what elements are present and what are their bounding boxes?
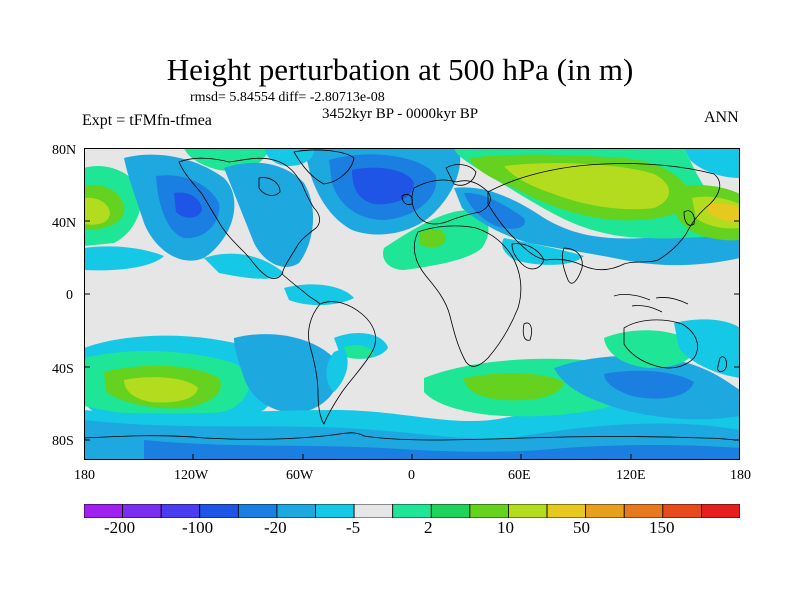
lon-tick-180w: 180: [74, 468, 95, 483]
colorbar-swatch-1: [122, 504, 162, 518]
colorbar-label-neg200: -200: [104, 518, 136, 537]
coast-greenland: [293, 149, 355, 185]
contour-sind-med: [604, 370, 694, 399]
contour-europe-lime: [419, 228, 446, 248]
contour-arctic-east-cyan: [684, 148, 740, 178]
plot-title: Height perturbation at 500 hPa (in m): [166, 52, 634, 87]
colorbar-swatch-4: [237, 504, 278, 518]
contour-nwpac-orange: [708, 203, 740, 222]
colorbar-swatch-13: [585, 504, 625, 518]
period-label: 3452kyr BP - 0000kyr BP: [322, 106, 479, 122]
colorbar-swatch-0: [84, 504, 123, 518]
colorbar-swatch-5: [276, 504, 316, 518]
contour-sa-cyan: [326, 348, 348, 392]
contour-npac-west-yellow: [84, 197, 110, 225]
colorbar-label-10: 10: [497, 518, 514, 537]
colorbar-label-neg100: -100: [182, 518, 214, 537]
colorbar-swatch-11: [508, 504, 548, 518]
lon-tick-60w: 60W: [286, 468, 314, 483]
contour-greenland-cyan: [264, 148, 315, 166]
contour-namer-cyan: [204, 253, 284, 279]
lat-tick-40n: 40N: [52, 216, 77, 231]
coast-japan: [683, 210, 695, 226]
coast-british-isles: [401, 194, 413, 205]
lon-tick-120e: 120E: [616, 468, 646, 483]
height-perturbation-map: [84, 148, 740, 460]
coast-new-zealand: [717, 356, 727, 372]
lon-tick-0: 0: [408, 468, 415, 483]
contour-satl-green-small: [342, 345, 374, 359]
contour-satl-lime: [464, 373, 564, 401]
coast-south-america: [308, 301, 376, 425]
colorbar-label-150: 150: [649, 518, 675, 537]
lat-tick-40s: 40S: [52, 362, 74, 377]
coast-central-america: [281, 273, 321, 305]
lat-tick-80s: 80S: [52, 434, 74, 449]
contour-namer-blue: [224, 162, 314, 267]
contour-india-cyan: [502, 238, 584, 265]
contour-npac-east-deep: [174, 192, 202, 218]
colorbar-label-50: 50: [573, 518, 590, 537]
contour-swpac-cyan: [674, 319, 740, 378]
colorbar-swatch-7: [353, 504, 394, 518]
coast-europe: [411, 179, 491, 225]
coast-indonesia: [613, 293, 689, 313]
coastlines: [84, 149, 740, 441]
contour-siberia-yellow: [504, 163, 669, 210]
lon-tick-60e: 60E: [508, 468, 531, 483]
coast-africa: [413, 225, 522, 367]
lon-tick-180e: 180: [730, 468, 751, 483]
colorbar-label-2: 2: [424, 518, 433, 537]
coast-north-america: [178, 157, 320, 279]
contour-matl-cyan: [284, 284, 354, 306]
season-label: ANN: [704, 109, 739, 126]
contour-antarctic-med: [144, 440, 740, 460]
experiment-label: Expt = tFMfn-tfmea: [82, 112, 212, 129]
contour-natl-deep: [352, 167, 414, 205]
coast-hudson-bay: [258, 177, 281, 196]
colorbar-swatch-8: [392, 504, 432, 518]
colorbar-swatch-6: [315, 504, 355, 518]
colorbar-swatch-12: [546, 504, 587, 518]
colorbar-label-neg20: -20: [264, 518, 287, 537]
colorbar-swatch-2: [160, 504, 201, 518]
coast-scandinavia: [445, 164, 477, 186]
coast-asia: [487, 163, 721, 270]
coast-antarctica: [84, 432, 740, 441]
lat-tick-80n: 80N: [52, 143, 77, 158]
contour-aus-green: [604, 330, 695, 368]
coast-madagascar: [522, 322, 532, 341]
colorbar-swatch-15: [662, 504, 702, 518]
coast-arabia: [511, 243, 545, 270]
colorbar-label-neg5: -5: [346, 518, 361, 537]
colorbar-swatch-9: [430, 504, 471, 518]
colorbar-swatch-14: [623, 504, 664, 518]
colorbar-swatch-3: [199, 504, 239, 518]
coast-india: [561, 247, 583, 284]
contour-eurasia-med: [464, 192, 525, 229]
contour-wpac-cyan-band: [84, 246, 164, 271]
contour-spac-yellow: [124, 377, 198, 403]
stats-label: rmsd= 5.84554 diff= -2.80713e-08: [190, 90, 385, 105]
colorbar-swatch-10: [469, 504, 509, 518]
map-ticks: [84, 148, 740, 460]
contour-eurasia-blue: [454, 187, 740, 266]
coast-australia: [623, 319, 698, 369]
lat-tick-eq: 0: [66, 288, 73, 303]
colorbar: [84, 504, 740, 518]
colorbar-swatch-16: [701, 504, 740, 518]
lon-tick-120w: 120W: [174, 468, 209, 483]
